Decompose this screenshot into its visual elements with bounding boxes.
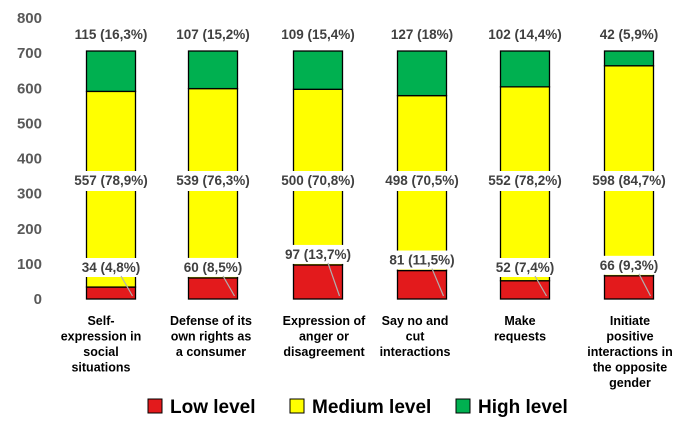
category-label-line: gender [609,376,651,390]
category-label-line: anger or [299,330,349,344]
data-label-medium-background [70,171,152,191]
category-label-line: interactions in [587,345,672,359]
data-label-medium-background [172,171,254,191]
data-label-high: 109 (15,4%) [281,27,355,42]
category-label: Make requests [494,314,546,344]
data-label-medium: 539 (76,3%) [176,173,250,188]
data-label-medium: 500 (70,8%) [281,173,355,188]
category-label-line: interactions [380,345,451,359]
category-label-line: situations [71,361,130,375]
category-label-line: Say no and [382,314,449,328]
legend: Low level Medium level High level [147,397,568,418]
y-tick-label: 300 [17,186,42,203]
category-label-line: expression in [61,330,142,344]
y-tick-label: 600 [17,80,42,97]
bar-segment-high [187,50,239,90]
data-label-high: 42 (5,9%) [600,27,659,42]
leader-line [638,273,652,297]
y-tick-label: 500 [17,115,42,132]
leader-line [120,275,134,297]
bar-segment-high [603,50,655,67]
y-tick-label: 100 [17,256,42,273]
data-label-high: 115 (16,3%) [75,27,148,42]
bars [85,50,655,300]
category-label-line: Initiate [610,314,650,328]
data-label-low: 66 (9,3%) [600,258,659,273]
category-label-line: a consumer [176,345,246,359]
data-label-low-background [386,250,458,270]
bar-segment-high [499,50,551,88]
data-label-medium-background [588,171,670,191]
legend-label: Low level [170,397,256,418]
bar-segment-high [85,50,137,93]
category-label-line: social [83,345,118,359]
data-label-high: 107 (15,2%) [176,27,250,42]
category-label-line: own rights as [171,330,252,344]
category-label-line: Self- [87,314,114,328]
data-label-low-background [180,257,246,277]
data-label-high: 127 (18%) [391,27,453,42]
legend-swatch [455,398,471,414]
data-label-medium-background [381,171,463,191]
y-tick-label: 400 [17,151,42,168]
data-label-low: 97 (13,7%) [285,247,351,262]
category-label-line: requests [494,330,546,344]
category-label: Self-expression in social situations [61,314,142,375]
legend-swatch [147,398,163,414]
data-label-medium: 498 (70,5%) [385,173,459,188]
category-label-line: cut [406,330,426,344]
data-label-high: 102 (14,4%) [488,27,562,42]
category-label: Say no and cut interactions [380,314,451,359]
legend-label: Medium level [312,397,431,418]
data-label-medium-background [484,171,566,191]
bar-segment-high [292,50,344,90]
data-label-medium-background [277,171,359,191]
legend-label: High level [478,397,568,418]
data-label-low: 60 (8,5%) [184,260,243,275]
category-label-line: Make [504,314,535,328]
leader-line [222,275,236,297]
y-tick-label: 800 [17,10,42,27]
data-label-medium: 552 (78,2%) [488,173,562,188]
category-label: Defense of its own rights as a consumer [170,314,252,359]
bar-segment-high [396,50,448,97]
category-label-line: Defense of its [170,314,252,328]
category-label-line: positive [606,330,653,344]
legend-swatch [289,398,305,414]
data-label-medium: 557 (78,9%) [74,173,148,188]
category-labels: Self-expression in social situations Defens… [61,314,673,390]
y-tick-label: 0 [34,291,42,308]
data-label-low: 34 (4,8%) [82,260,141,275]
y-tick-label: 700 [17,45,42,62]
category-label: Expression of anger or disagreement [283,314,366,359]
data-label-low-background [78,258,144,277]
bar-segment-medium [603,65,655,277]
y-axis: 0 100 200 300 400 500 600 700 800 [17,10,42,308]
data-label-medium: 598 (84,7%) [592,173,666,188]
leader-line [327,262,341,297]
leader-line [534,275,548,297]
leader-line [431,268,445,297]
bar-segment-low [499,280,551,300]
category-label-line: Expression of [283,314,366,328]
category-label-line: disagreement [283,345,365,359]
category-label: Initiate positive interactions in the oppos… [587,314,672,390]
data-label-low-background [596,255,662,275]
data-label-low-background [281,244,355,264]
category-label-line: the opposite [593,361,667,375]
data-label-low: 81 (11,5%) [389,253,454,268]
y-tick-label: 200 [17,221,42,238]
data-label-low-background [492,258,558,277]
data-label-low: 52 (7,4%) [496,260,555,275]
data-labels: 115 (16,3%) 557 (78,9%) 34 (4,8%) 107 (15,2… [70,27,670,297]
